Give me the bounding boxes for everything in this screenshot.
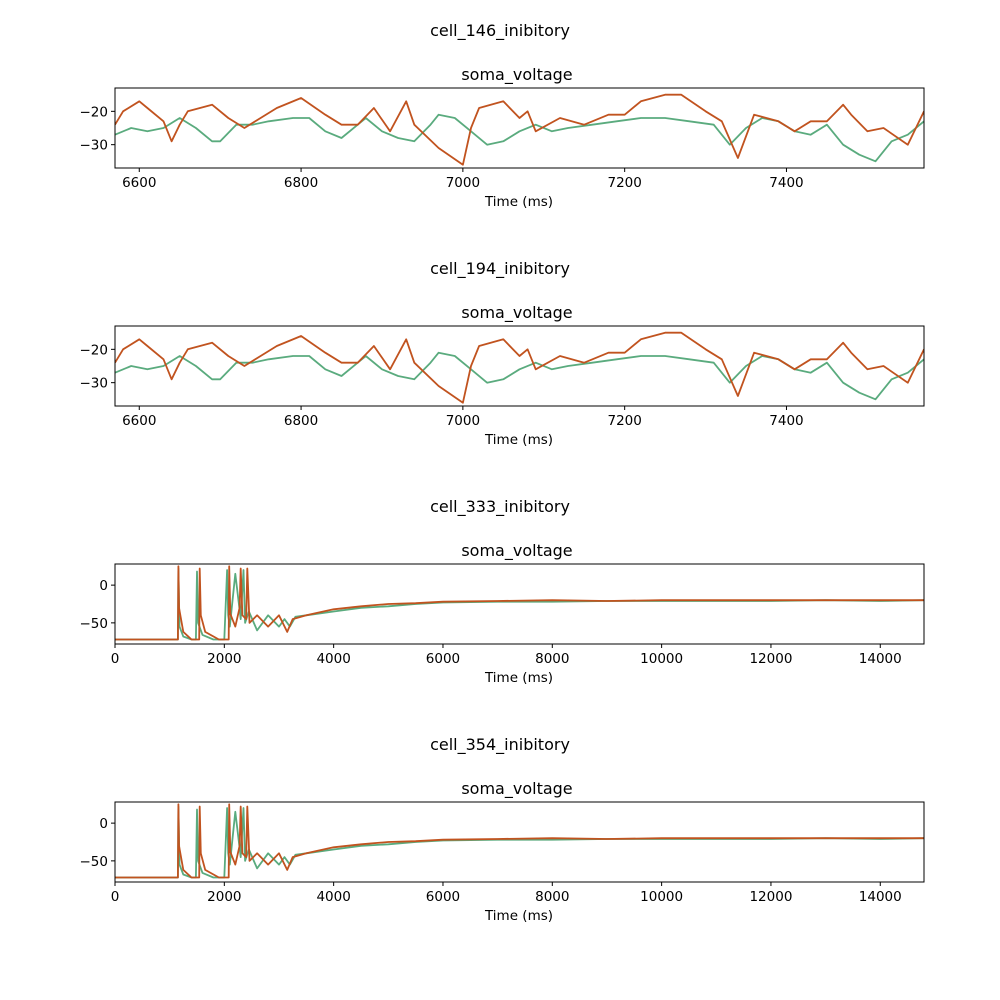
axes-frame <box>114 87 925 169</box>
x-tick-label: 4000 <box>316 651 350 667</box>
y-tick-label: −30 <box>80 376 109 392</box>
y-tick-label: 0 <box>99 816 108 832</box>
chart-panel-1: cell_146_inibitory soma_voltage 6600 6800 70… <box>80 21 925 210</box>
chart-panel-4: cell_354_inibitory soma_voltage 0 2000 4000 6… <box>80 735 925 924</box>
series-line-2 <box>115 803 924 879</box>
chart-panel-3: cell_333_inibitory soma_voltage 0 2000 4000 6… <box>80 497 925 686</box>
x-tick-label: 6000 <box>426 889 460 905</box>
x-tick-label: 7400 <box>769 175 803 191</box>
panel-suptitle: cell_333_inibitory <box>430 497 570 517</box>
x-tick-label: 10000 <box>640 889 683 905</box>
x-tick-label: 10000 <box>640 651 683 667</box>
axes-title: soma_voltage <box>461 779 572 799</box>
x-tick-label: 0 <box>111 889 120 905</box>
axes-frame <box>114 563 925 645</box>
x-tick-label: 7000 <box>446 413 480 429</box>
panel-suptitle: cell_194_inibitory <box>430 259 570 279</box>
x-tick-label: 6800 <box>284 413 318 429</box>
y-tick-label: 0 <box>99 578 108 594</box>
x-tick-label: 2000 <box>207 889 241 905</box>
y-tick-label: −50 <box>80 854 109 870</box>
x-axis-label: Time (ms) <box>484 908 553 924</box>
x-tick-label: 2000 <box>207 651 241 667</box>
x-tick-label: 6600 <box>122 175 156 191</box>
axes-frame <box>114 325 925 407</box>
x-tick-label: 12000 <box>749 889 792 905</box>
series-line-2 <box>115 331 924 404</box>
series-group <box>115 565 924 641</box>
x-tick-label: 14000 <box>859 651 902 667</box>
x-tick-label: 4000 <box>316 889 350 905</box>
x-tick-label: 12000 <box>749 651 792 667</box>
axes-frame <box>114 801 925 883</box>
y-tick-label: −50 <box>80 616 109 632</box>
x-tick-label: 8000 <box>535 651 569 667</box>
axes-title: soma_voltage <box>461 541 572 561</box>
x-axis-label: Time (ms) <box>484 432 553 448</box>
series-group <box>115 803 924 879</box>
series-line-2 <box>115 565 924 641</box>
y-tick-label: −30 <box>80 138 109 154</box>
x-axis-label: Time (ms) <box>484 194 553 210</box>
x-tick-label: 8000 <box>535 889 569 905</box>
x-tick-label: 6000 <box>426 651 460 667</box>
x-tick-label: 6600 <box>122 413 156 429</box>
axes-title: soma_voltage <box>461 303 572 323</box>
series-group <box>115 331 924 404</box>
y-tick-label: −20 <box>80 342 109 358</box>
x-tick-label: 7200 <box>607 175 641 191</box>
series-line-1 <box>115 805 924 879</box>
x-tick-label: 6800 <box>284 175 318 191</box>
axes-title: soma_voltage <box>461 65 572 85</box>
x-axis-label: Time (ms) <box>484 670 553 686</box>
x-tick-label: 7200 <box>607 413 641 429</box>
x-tick-label: 7400 <box>769 413 803 429</box>
series-line-1 <box>115 567 924 641</box>
x-tick-label: 0 <box>111 651 120 667</box>
x-tick-label: 7000 <box>446 175 480 191</box>
x-tick-label: 14000 <box>859 889 902 905</box>
panel-suptitle: cell_354_inibitory <box>430 735 570 755</box>
series-line-2 <box>115 93 924 166</box>
series-group <box>115 93 924 166</box>
panel-suptitle: cell_146_inibitory <box>430 21 570 41</box>
chart-panel-2: cell_194_inibitory soma_voltage 6600 6800 70… <box>80 259 925 448</box>
y-tick-label: −20 <box>80 104 109 120</box>
